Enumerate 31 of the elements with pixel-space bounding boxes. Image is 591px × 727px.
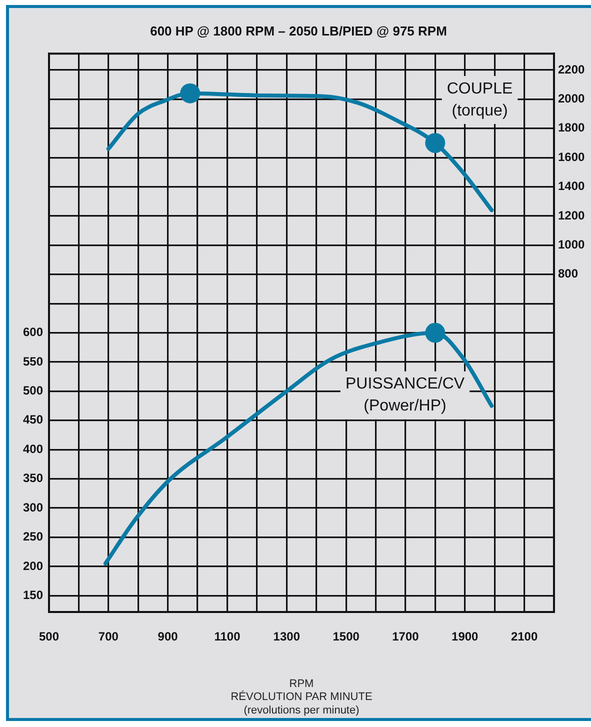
y2-tick-label: 1200 (558, 208, 586, 222)
y-tick-label: 400 (22, 442, 44, 456)
x-axis-title: RPM RÉVOLUTION PAR MINUTE (revolutions per minute) (230, 678, 372, 716)
y2-tick-label: 800 (558, 266, 578, 281)
y-tick-label: 200 (22, 558, 44, 573)
y2-tick-label: 2200 (558, 62, 586, 76)
y-tick-label: 600 (22, 325, 44, 340)
series-label: PUISSANCE/CV (Power/HP) (345, 376, 465, 415)
y-tick-label: 150 (22, 588, 44, 602)
series-label: COUPLE (torque) (446, 80, 513, 120)
chart-title: 600 HP @ 1800 RPM – 2050 LB/PIED @ 975 RPM (150, 23, 447, 38)
x-tick-label: 1500 (332, 630, 360, 644)
x-tick-label: 1100 (214, 630, 241, 644)
y2-tick-label: 1600 (558, 150, 586, 164)
x-tick-label: 700 (98, 630, 119, 644)
y-tick-label: 550 (22, 354, 44, 368)
x-tick-label: 900 (158, 630, 178, 644)
y2-tick-label: 1800 (558, 120, 586, 135)
y2-tick-label: 1000 (558, 237, 586, 252)
x-tick-label: 1700 (392, 630, 420, 644)
x-tick-label: 1900 (452, 630, 479, 644)
y-tick-label: 250 (22, 530, 44, 544)
y-tick-label: 350 (22, 471, 44, 486)
x-tick-label: 500 (38, 630, 60, 644)
y2-tick-label: 2000 (558, 91, 586, 106)
y2-tick-label: 1400 (558, 179, 586, 194)
x-tick-label: 1300 (273, 630, 300, 644)
y-tick-label: 450 (22, 412, 44, 427)
y-tick-label: 300 (22, 500, 44, 514)
y-tick-label: 500 (22, 384, 44, 398)
x-tick-label: 2100 (510, 630, 538, 644)
